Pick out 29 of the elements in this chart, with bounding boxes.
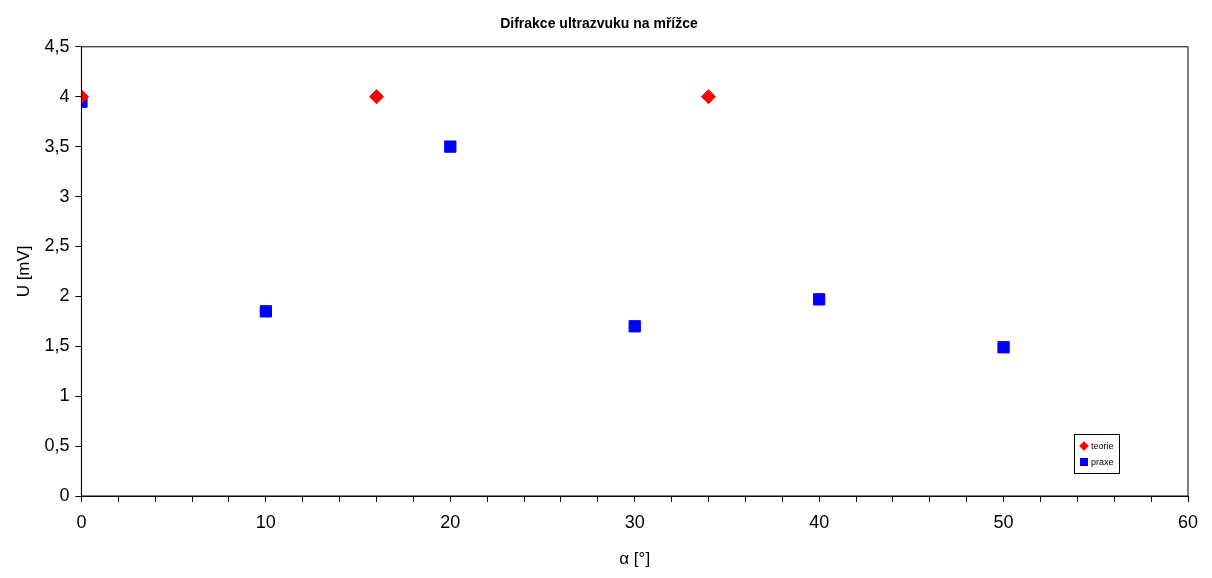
point bbox=[628, 320, 641, 333]
legend-label: praxe bbox=[1091, 457, 1114, 467]
y-axis-title: U [mV] bbox=[13, 245, 33, 298]
y-tick-label: 2,5 bbox=[44, 235, 70, 256]
y-tick-label: 1,5 bbox=[44, 335, 70, 356]
point bbox=[444, 140, 457, 153]
y-tick-label: 0 bbox=[59, 484, 70, 505]
y-tick-label: 2 bbox=[59, 285, 70, 306]
y-tick-label: 3 bbox=[59, 185, 70, 206]
y-tick-label: 3,5 bbox=[44, 135, 70, 156]
y-tick-label: 1 bbox=[59, 385, 70, 406]
x-tick-label: 0 bbox=[76, 511, 87, 532]
chart-title: Difrakce ultrazvuku na mřížce bbox=[500, 15, 699, 32]
y-tick-label: 4,5 bbox=[44, 35, 70, 56]
x-tick-label: 30 bbox=[624, 511, 645, 532]
point bbox=[259, 305, 273, 318]
y-tick-label: 4 bbox=[59, 85, 70, 106]
point bbox=[700, 89, 716, 105]
x-tick-label: 50 bbox=[993, 511, 1014, 532]
point bbox=[369, 89, 385, 105]
point bbox=[997, 341, 1010, 354]
legend-label: teorie bbox=[1091, 441, 1114, 451]
x-tick-label: 40 bbox=[809, 511, 830, 532]
x-tick-label: 60 bbox=[1177, 511, 1199, 532]
x-axis-title: α [°] bbox=[619, 549, 651, 569]
x-tick-label: 10 bbox=[255, 511, 276, 532]
y-tick-label: 0,5 bbox=[44, 435, 70, 456]
x-tick-label: 20 bbox=[440, 511, 461, 532]
point bbox=[812, 293, 826, 306]
